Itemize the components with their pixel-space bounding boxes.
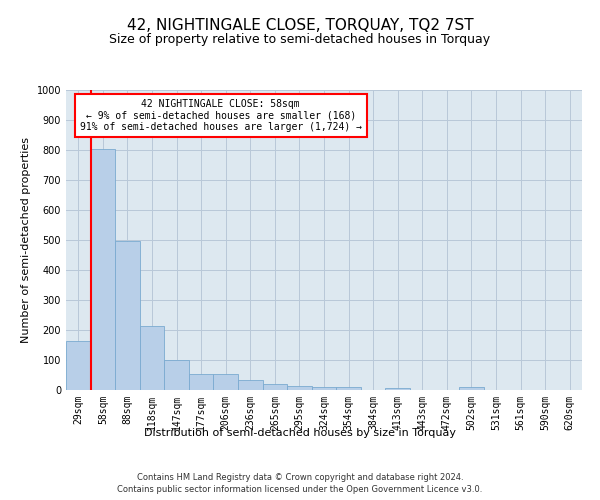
Text: 42 NIGHTINGALE CLOSE: 58sqm
← 9% of semi-detached houses are smaller (168)
91% o: 42 NIGHTINGALE CLOSE: 58sqm ← 9% of semi… — [80, 99, 362, 132]
Text: 42, NIGHTINGALE CLOSE, TORQUAY, TQ2 7ST: 42, NIGHTINGALE CLOSE, TORQUAY, TQ2 7ST — [127, 18, 473, 32]
Bar — [459, 388, 484, 390]
Text: Distribution of semi-detached houses by size in Torquay: Distribution of semi-detached houses by … — [144, 428, 456, 438]
Bar — [336, 388, 361, 390]
Bar — [189, 374, 214, 390]
Text: Size of property relative to semi-detached houses in Torquay: Size of property relative to semi-detach… — [109, 32, 491, 46]
Bar — [66, 341, 91, 390]
Bar — [164, 360, 189, 390]
Bar — [214, 374, 238, 390]
Bar — [140, 326, 164, 390]
Bar — [385, 388, 410, 390]
Bar — [263, 384, 287, 390]
Bar — [238, 380, 263, 390]
Bar — [115, 241, 140, 390]
Text: Contains public sector information licensed under the Open Government Licence v3: Contains public sector information licen… — [118, 485, 482, 494]
Bar — [312, 386, 336, 390]
Bar — [287, 386, 312, 390]
Text: Contains HM Land Registry data © Crown copyright and database right 2024.: Contains HM Land Registry data © Crown c… — [137, 472, 463, 482]
Bar — [91, 149, 115, 390]
Y-axis label: Number of semi-detached properties: Number of semi-detached properties — [21, 137, 31, 343]
